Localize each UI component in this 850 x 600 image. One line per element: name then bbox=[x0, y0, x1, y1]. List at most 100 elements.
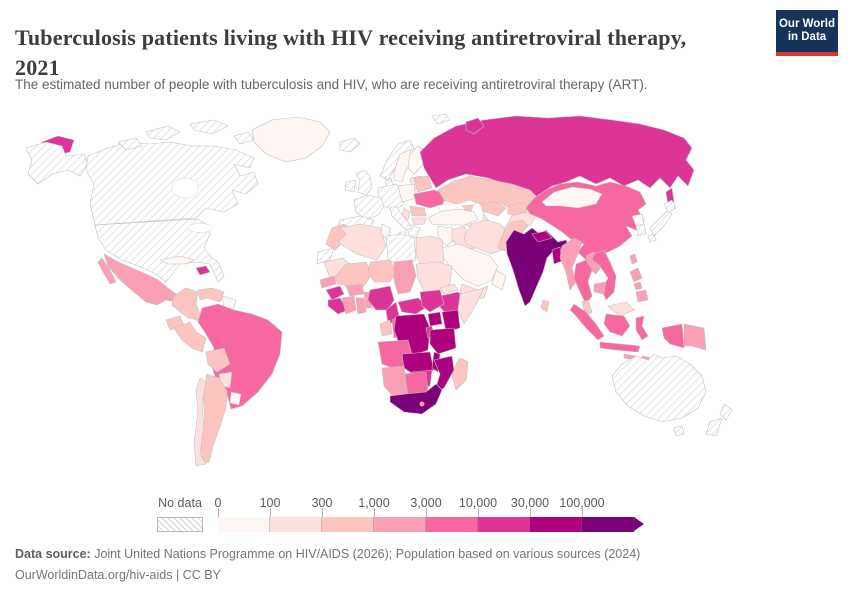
country-iceland[interactable] bbox=[339, 137, 361, 153]
country-taiwan[interactable] bbox=[629, 253, 638, 265]
country-myanmar[interactable] bbox=[559, 237, 583, 291]
legend-color-bar[interactable] bbox=[218, 517, 644, 532]
country-belarus[interactable] bbox=[413, 175, 433, 193]
country-thailand[interactable] bbox=[573, 259, 593, 305]
country-romania[interactable] bbox=[409, 205, 427, 217]
country-saudi-arabia[interactable] bbox=[441, 243, 499, 287]
country-united-kingdom[interactable] bbox=[355, 169, 373, 196]
country-lesotho[interactable] bbox=[419, 401, 425, 407]
country-indonesia-papua[interactable] bbox=[661, 323, 685, 349]
country-uruguay[interactable] bbox=[229, 391, 242, 406]
country-japan-honshu[interactable] bbox=[649, 209, 673, 237]
region-svalbard[interactable] bbox=[431, 113, 451, 125]
country-nepal[interactable] bbox=[531, 230, 553, 243]
country-somalia[interactable] bbox=[457, 287, 485, 325]
country-canada-arctic-3[interactable] bbox=[233, 131, 255, 145]
country-hispaniola[interactable] bbox=[195, 265, 211, 276]
country-australia[interactable] bbox=[611, 353, 707, 423]
country-vietnam[interactable] bbox=[591, 249, 617, 301]
country-canada-arctic-2[interactable] bbox=[189, 119, 229, 135]
country-peru[interactable] bbox=[173, 321, 207, 353]
country-ireland[interactable] bbox=[344, 179, 357, 193]
country-japan-hokkaido[interactable] bbox=[663, 199, 677, 213]
country-bulgaria[interactable] bbox=[411, 217, 427, 226]
country-madagascar[interactable] bbox=[451, 357, 469, 391]
country-central-african-republic[interactable] bbox=[397, 297, 429, 315]
country-indonesia-sulawesi[interactable] bbox=[635, 315, 649, 341]
country-mongolia[interactable] bbox=[541, 186, 603, 209]
country-russia-novaya-zemlya[interactable] bbox=[465, 117, 485, 135]
country-south-africa[interactable] bbox=[389, 383, 443, 415]
country-cuba[interactable] bbox=[159, 255, 195, 265]
country-new-zealand-south[interactable] bbox=[705, 417, 723, 437]
country-niger[interactable] bbox=[367, 259, 397, 283]
country-ivory-coast[interactable] bbox=[341, 295, 357, 315]
country-sri-lanka[interactable] bbox=[540, 299, 550, 313]
country-united-states-alaska[interactable] bbox=[25, 141, 89, 185]
legend-bucket-3,000-10,000[interactable] bbox=[426, 517, 478, 532]
country-venezuela[interactable] bbox=[197, 287, 225, 303]
country-canada-arctic-1[interactable] bbox=[145, 125, 181, 141]
country-namibia[interactable] bbox=[381, 365, 409, 399]
logo-accent-bar bbox=[776, 52, 838, 56]
country-chile[interactable] bbox=[193, 377, 207, 467]
country-papua-new-guinea[interactable] bbox=[683, 323, 707, 351]
legend-bucket-100,000+[interactable] bbox=[582, 517, 634, 532]
country-gabon[interactable] bbox=[379, 319, 393, 337]
footer-attribution[interactable]: OurWorldinData.org/hiv-aids | CC BY bbox=[15, 568, 221, 582]
legend-bucket-10,000-30,000[interactable] bbox=[478, 517, 530, 532]
country-ukraine[interactable] bbox=[413, 189, 447, 209]
country-japan-kyushu[interactable] bbox=[647, 233, 657, 243]
country-bolivia[interactable] bbox=[205, 347, 231, 373]
country-mexico-baja[interactable] bbox=[97, 257, 117, 285]
legend-bucket-0-100[interactable] bbox=[218, 517, 270, 532]
country-iran[interactable] bbox=[463, 219, 507, 255]
logo-line1: Our World bbox=[778, 18, 835, 30]
country-eritrea[interactable] bbox=[439, 283, 459, 295]
country-burkina-faso[interactable] bbox=[345, 283, 365, 297]
country-guinea[interactable] bbox=[325, 285, 345, 301]
country-cambodia[interactable] bbox=[593, 281, 607, 295]
country-ghana[interactable] bbox=[355, 297, 367, 315]
legend-bucket-300-1,000[interactable] bbox=[322, 517, 374, 532]
legend-bucket-1,000-3,000[interactable] bbox=[374, 517, 426, 532]
legend-no-data-swatch[interactable] bbox=[157, 517, 203, 532]
country-philippines-mindanao[interactable] bbox=[635, 289, 649, 303]
country-norway[interactable] bbox=[379, 139, 415, 181]
country-south-sudan[interactable] bbox=[419, 289, 445, 313]
country-oman[interactable] bbox=[491, 269, 507, 291]
country-greenland[interactable] bbox=[251, 116, 331, 163]
country-indonesia-sumatra[interactable] bbox=[569, 303, 605, 341]
country-egypt[interactable] bbox=[415, 235, 445, 265]
legend-bucket-100-300[interactable] bbox=[270, 517, 322, 532]
country-canada-arctic-4[interactable] bbox=[117, 137, 143, 151]
region-western-sahara[interactable] bbox=[316, 247, 335, 265]
owid-logo[interactable]: Our World in Data bbox=[776, 10, 838, 56]
country-turkey[interactable] bbox=[427, 208, 479, 226]
country-kenya[interactable] bbox=[441, 309, 461, 333]
legend-bucket-30,000-100,000[interactable] bbox=[530, 517, 582, 532]
country-indonesia-java[interactable] bbox=[599, 341, 641, 353]
country-mozambique[interactable] bbox=[433, 355, 455, 395]
country-senegal[interactable] bbox=[319, 275, 337, 289]
region-sierra-leone-liberia[interactable] bbox=[327, 297, 349, 315]
country-mali[interactable] bbox=[333, 261, 373, 287]
region-syria-jordan[interactable] bbox=[437, 225, 457, 247]
country-italy[interactable] bbox=[389, 205, 413, 231]
country-france[interactable] bbox=[353, 194, 385, 221]
country-united-states[interactable] bbox=[94, 218, 225, 283]
country-tanzania[interactable] bbox=[429, 327, 457, 355]
country-chad[interactable] bbox=[393, 259, 417, 295]
country-australia-tasmania[interactable] bbox=[673, 425, 685, 437]
country-new-zealand-north[interactable] bbox=[719, 403, 733, 421]
country-colombia[interactable] bbox=[171, 287, 203, 321]
country-argentina[interactable] bbox=[200, 373, 228, 464]
country-philippines-luzon[interactable] bbox=[629, 267, 643, 283]
country-philippines-visayas[interactable] bbox=[633, 281, 643, 291]
country-south-korea[interactable] bbox=[635, 223, 647, 237]
country-malaysia-borneo[interactable] bbox=[607, 301, 635, 317]
country-canada[interactable] bbox=[85, 141, 259, 226]
country-algeria[interactable] bbox=[337, 223, 387, 261]
country-uganda[interactable] bbox=[427, 311, 443, 327]
country-indonesia-borneo[interactable] bbox=[603, 313, 631, 337]
